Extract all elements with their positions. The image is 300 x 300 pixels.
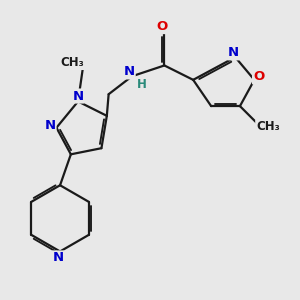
Text: N: N [124, 65, 135, 78]
Text: O: O [253, 70, 264, 83]
Text: N: N [228, 46, 239, 59]
Text: CH₃: CH₃ [256, 121, 280, 134]
Text: N: N [73, 89, 84, 103]
Text: N: N [53, 251, 64, 264]
Text: H: H [137, 78, 147, 91]
Text: CH₃: CH₃ [60, 56, 84, 69]
Text: N: N [44, 119, 56, 132]
Text: O: O [156, 20, 167, 33]
